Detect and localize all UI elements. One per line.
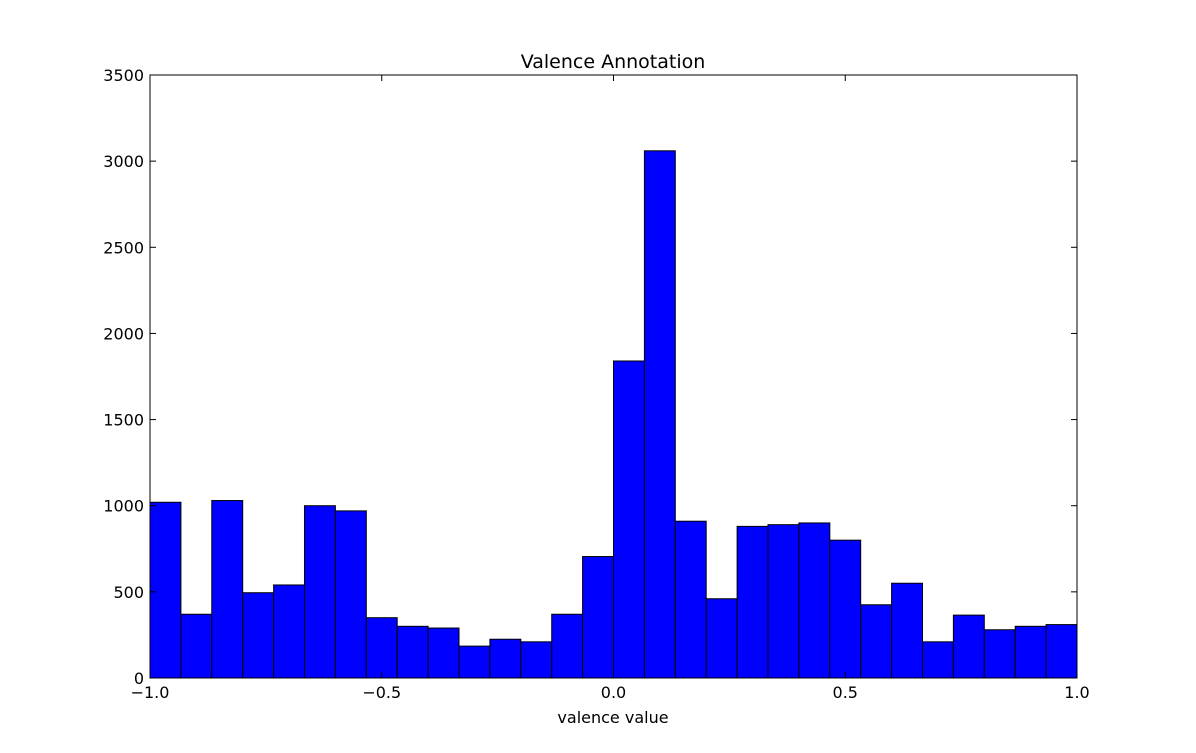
histogram-bar [489, 638, 522, 679]
histogram-bar [365, 617, 398, 679]
histogram-bar [427, 627, 460, 679]
histogram-bar [1045, 624, 1078, 679]
histogram-bar [211, 500, 244, 679]
histogram-bar [582, 556, 614, 679]
histogram-bar [705, 598, 738, 679]
y-tick-label: 1500 [103, 411, 144, 430]
histogram-bar [520, 641, 553, 679]
histogram-bar [952, 614, 985, 679]
histogram-bar [767, 524, 800, 679]
histogram-bar [922, 641, 954, 679]
histogram-bar [829, 539, 862, 679]
y-tick-label: 3500 [103, 66, 144, 85]
y-tick-label: 2500 [103, 238, 144, 257]
histogram-bar [334, 510, 367, 679]
histogram-bar [860, 604, 893, 679]
x-tick-label: 0.0 [601, 683, 626, 702]
y-tick-label: 1000 [103, 497, 144, 516]
histogram-bar [798, 522, 831, 679]
histogram-bar [1014, 625, 1047, 679]
histogram-bar [736, 525, 769, 679]
histogram-bar [149, 501, 182, 679]
histogram-bar [613, 360, 645, 679]
bars-group [149, 150, 1078, 679]
y-tick-label: 0 [134, 669, 144, 688]
histogram-bar [674, 520, 707, 679]
x-tick-label: 0.5 [833, 683, 858, 702]
histogram-bar [273, 584, 305, 679]
ticks-group: −1.0 −0.5 0.0 0.5 1.0 0 500 1000 1500 2000 2500 300… [103, 66, 1089, 702]
histogram-bar [643, 150, 676, 679]
histogram-bar [242, 592, 275, 679]
histogram-bar [983, 629, 1016, 679]
histogram-bar [303, 505, 336, 679]
x-tick-label: −1.0 [131, 683, 170, 702]
histogram-bar [458, 645, 491, 679]
histogram-bar [180, 613, 213, 679]
histogram-bar [551, 613, 584, 679]
x-tick-label: −0.5 [362, 683, 401, 702]
y-tick-label: 500 [113, 583, 144, 602]
histogram-bar [396, 625, 429, 679]
histogram-bar [891, 582, 924, 679]
x-tick-label: 1.0 [1064, 683, 1089, 702]
x-axis-label: valence value [557, 708, 668, 727]
y-tick-label: 2000 [103, 324, 144, 343]
y-tick-label: 3000 [103, 152, 144, 171]
chart-title: Valence Annotation [521, 51, 706, 73]
